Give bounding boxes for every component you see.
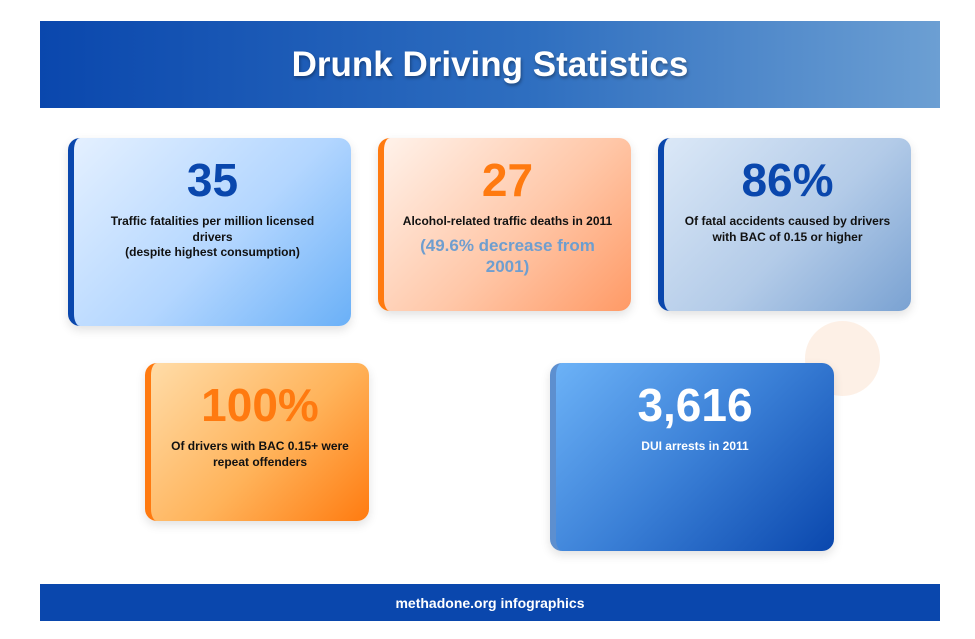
- stat-note: (despite highest consumption): [125, 245, 300, 260]
- stat-description: Of fatal accidents caused by drivers wit…: [684, 214, 891, 244]
- stat-number: 27: [481, 154, 534, 206]
- stat-description: Alcohol-related traffic deaths in 2011: [402, 214, 613, 229]
- stat-number: 86%: [741, 154, 834, 206]
- stat-number: 3,616: [637, 379, 753, 431]
- stat-number: 35: [186, 154, 239, 206]
- stat-description: Traffic fatalities per million licensed …: [74, 214, 351, 261]
- footer-banner: methadone.org infographics: [40, 584, 940, 621]
- stat-description: DUI arrests in 2011: [641, 439, 749, 454]
- stat-card-dui-arrests: 3,616 DUI arrests in 2011: [550, 363, 834, 551]
- footer-credit: methadone.org infographics: [395, 594, 585, 611]
- stat-card-bac-accidents: 86% Of fatal accidents caused by drivers…: [658, 138, 911, 311]
- stat-subtext: (49.6% decrease from 2001): [420, 235, 595, 277]
- stat-card-fatalities: 35 Traffic fatalities per million licens…: [68, 138, 351, 326]
- stat-description-text: Traffic fatalities per million licensed …: [110, 214, 315, 244]
- stat-card-repeat-offenders: 100% Of drivers with BAC 0.15+ were repe…: [145, 363, 369, 521]
- header-banner: Drunk Driving Statistics: [40, 21, 940, 108]
- page-title: Drunk Driving Statistics: [291, 44, 689, 84]
- stat-number: 100%: [201, 379, 319, 431]
- stat-description: Of drivers with BAC 0.15+ were repeat of…: [171, 439, 349, 469]
- stat-card-alcohol-deaths: 27 Alcohol-related traffic deaths in 201…: [378, 138, 631, 311]
